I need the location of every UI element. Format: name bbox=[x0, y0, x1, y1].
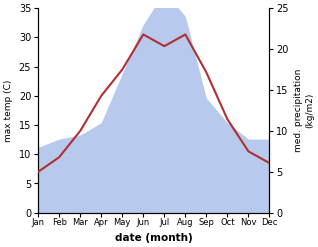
X-axis label: date (month): date (month) bbox=[115, 233, 193, 243]
Y-axis label: max temp (C): max temp (C) bbox=[4, 79, 13, 142]
Y-axis label: med. precipitation
(kg/m2): med. precipitation (kg/m2) bbox=[294, 69, 314, 152]
